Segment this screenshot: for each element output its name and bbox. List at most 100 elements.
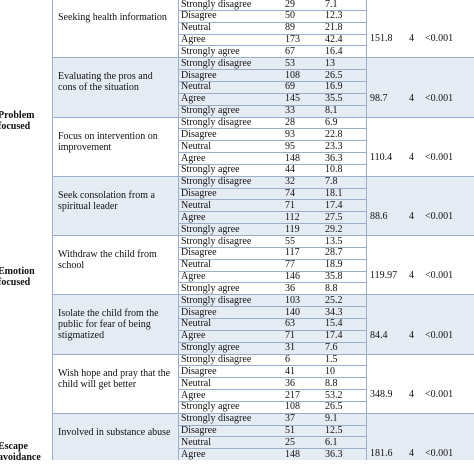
row-border xyxy=(178,377,366,379)
df: 4 xyxy=(409,151,414,163)
strategy-name: Focus on intervention on improvement xyxy=(58,130,158,153)
response: Disagree xyxy=(181,306,217,318)
count: 28 xyxy=(285,117,295,128)
row-border xyxy=(178,270,366,272)
col-border xyxy=(52,235,53,295)
strategy-name: Isolate the child from the public for fe… xyxy=(58,308,159,342)
response: Agree xyxy=(181,271,206,283)
response: Strongly agree xyxy=(181,401,240,413)
count: 145 xyxy=(285,93,300,105)
strategy-name: Seek consolation from a spiritual leader xyxy=(58,189,155,212)
percent: 26.5 xyxy=(325,69,343,81)
col-border xyxy=(52,294,53,354)
percent: 6.9 xyxy=(325,117,338,128)
response: Disagree xyxy=(181,128,217,140)
percent: 17.4 xyxy=(325,330,343,342)
row-border xyxy=(178,104,366,106)
col-border xyxy=(178,235,179,295)
count: 119 xyxy=(285,223,300,235)
percent: 25.2 xyxy=(325,294,343,306)
p-value: <0.001 xyxy=(425,448,454,460)
group-border xyxy=(52,116,474,118)
col-border xyxy=(366,412,367,461)
strategy-name: Evaluating the pros and cons of the situ… xyxy=(58,71,153,94)
row-border xyxy=(178,282,366,284)
df: 4 xyxy=(409,211,414,223)
count: 50 xyxy=(285,10,295,22)
row-border xyxy=(178,448,366,450)
row-border xyxy=(178,317,366,319)
col-border xyxy=(52,0,53,58)
count: 148 xyxy=(285,152,300,164)
response: Disagree xyxy=(181,365,217,377)
count: 108 xyxy=(285,69,300,81)
count: 44 xyxy=(285,164,295,176)
row-border xyxy=(178,424,366,426)
response: Disagree xyxy=(181,69,217,81)
percent: 23.3 xyxy=(325,140,343,152)
percent: 16.9 xyxy=(325,81,343,93)
row-border xyxy=(178,306,366,308)
percent: 53.2 xyxy=(325,389,343,401)
category: Escape avoidance xyxy=(0,441,41,463)
percent: 13 xyxy=(325,57,335,69)
percent: 6.1 xyxy=(325,436,338,448)
count: 36 xyxy=(285,377,295,389)
response: Strongly agree xyxy=(181,223,240,235)
chi-square: 181.6 xyxy=(370,448,393,460)
count: 146 xyxy=(285,271,300,283)
chi-square: 348.9 xyxy=(370,388,393,400)
group-border xyxy=(52,235,474,236)
df: 4 xyxy=(409,33,414,45)
row-border xyxy=(178,223,366,225)
row-border xyxy=(178,329,366,331)
p-value: <0.001 xyxy=(425,329,454,341)
count: 55 xyxy=(285,235,295,247)
col-border xyxy=(178,294,179,354)
percent: 42.4 xyxy=(325,34,343,46)
row-border xyxy=(178,258,366,260)
percent: 13.5 xyxy=(325,235,343,247)
strategy-name: Wish hope and pray that the child will g… xyxy=(58,367,171,390)
chi-square: 84.4 xyxy=(370,329,388,341)
response: Neutral xyxy=(181,140,211,152)
group-border xyxy=(52,412,474,414)
chi-square: 110.4 xyxy=(370,151,393,163)
response: Strongly agree xyxy=(181,342,240,354)
group-border xyxy=(52,175,474,177)
percent: 9.1 xyxy=(325,413,338,425)
count: 217 xyxy=(285,389,300,401)
response: Strongly disagree xyxy=(181,57,252,69)
count: 95 xyxy=(285,140,295,152)
response: Strongly agree xyxy=(181,45,240,57)
response: Agree xyxy=(181,330,206,342)
count: 71 xyxy=(285,330,295,342)
chi-square: 98.7 xyxy=(370,92,388,104)
response: Strongly agree xyxy=(181,164,240,176)
count: 89 xyxy=(285,22,295,34)
count: 31 xyxy=(285,342,295,354)
col-border xyxy=(178,175,179,235)
response: Disagree xyxy=(181,425,217,437)
percent: 27.5 xyxy=(325,211,343,223)
col-border xyxy=(366,116,367,176)
response: Agree xyxy=(181,389,206,401)
row-border xyxy=(178,152,366,154)
response: Agree xyxy=(181,93,206,105)
percent: 8.1 xyxy=(325,105,338,117)
count: 41 xyxy=(285,365,295,377)
response: Strongly agree xyxy=(181,105,240,117)
col-border xyxy=(178,0,179,58)
response: Neutral xyxy=(181,259,211,271)
count: 173 xyxy=(285,34,300,46)
col-border xyxy=(366,353,367,413)
response: Strongly disagree xyxy=(181,117,252,128)
row-border xyxy=(178,92,366,94)
row-border xyxy=(178,400,366,402)
percent: 28.7 xyxy=(325,247,343,259)
percent: 36.3 xyxy=(325,448,343,460)
col-border xyxy=(178,116,179,176)
row-border xyxy=(178,69,366,71)
response: Neutral xyxy=(181,436,211,448)
percent: 16.4 xyxy=(325,45,343,57)
